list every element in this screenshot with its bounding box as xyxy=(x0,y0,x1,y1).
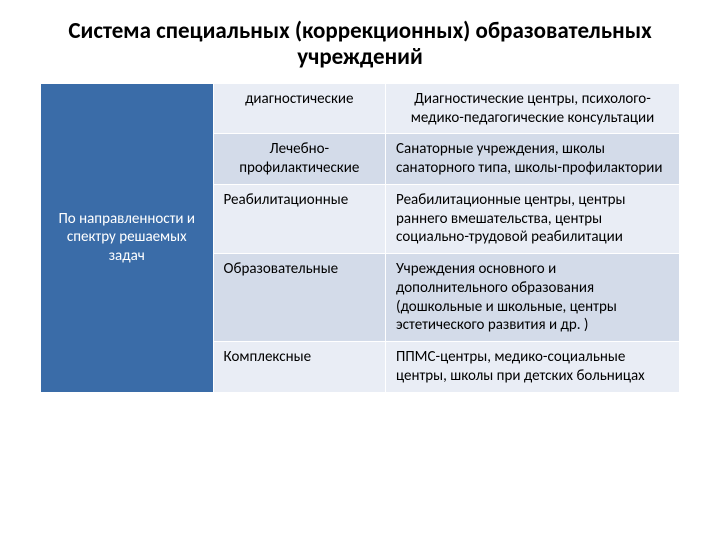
type-cell: Образовательные xyxy=(213,254,386,342)
type-cell: Реабилитационные xyxy=(213,184,386,253)
desc-cell: Реабилитационные центры, центры раннего … xyxy=(386,184,680,253)
desc-cell: Диагностические центры, психолого-медико… xyxy=(386,83,680,134)
desc-cell: Учреждения основного и дополнительного о… xyxy=(386,254,680,342)
desc-cell: ППМС-центры, медико-социальные центры, ш… xyxy=(386,342,680,393)
row-group-label: По направленности и спектру решаемых зад… xyxy=(41,83,214,392)
type-cell: Комплексные xyxy=(213,342,386,393)
institutions-table: По направленности и спектру решаемых зад… xyxy=(40,83,680,393)
type-cell: Лечебно-профилактические xyxy=(213,134,386,185)
type-cell: диагностические xyxy=(213,83,386,134)
page-title: Система специальных (коррекционных) обра… xyxy=(40,18,680,71)
desc-cell: Санаторные учреждения, школы санаторного… xyxy=(386,134,680,185)
